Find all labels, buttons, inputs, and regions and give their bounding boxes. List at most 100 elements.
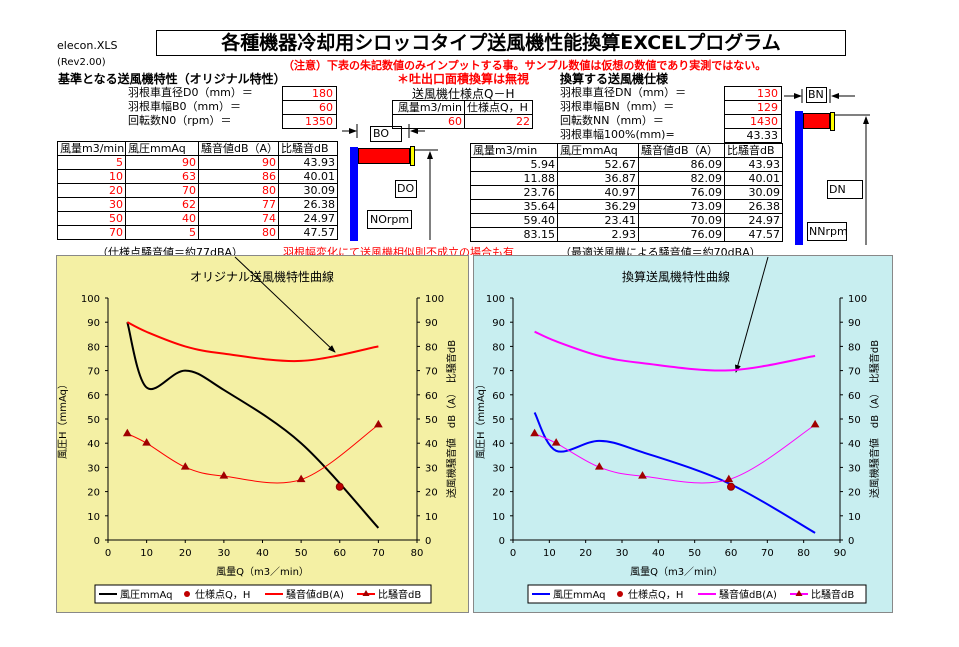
do-label: DO [395,180,417,198]
norpm-label: NOrpm [367,210,412,229]
x-tick-label: 0 [510,548,516,559]
param-label: 羽根車幅B0（mm）＝ [128,100,241,113]
table-cell[interactable]: 70 [57,225,126,240]
series-line-3 [534,424,816,484]
series-line-0 [126,321,380,529]
param-label: 羽根車幅100%(mm)= [560,128,675,141]
y2-tick-label: 50 [425,415,438,426]
nnrpm-label: NNrpm [807,222,848,241]
param-label: 回転数N0（rpm）＝ [128,114,232,127]
y2-tick-label: 10 [848,512,861,523]
y-tick-label: 100 [81,294,100,305]
table-cell: 47.57 [724,227,783,242]
param-label: 回転数NN（mm）＝ [560,114,664,127]
param-label: 羽根車直径DN（mm）＝ [560,86,687,99]
y2-tick-label: 90 [848,318,861,329]
x-tick-label: 30 [218,548,231,559]
callout-arrow-converted [734,256,769,373]
y2-tick-label: 80 [848,342,861,353]
x-axis-label: 風量Q（m3／min） [630,566,723,578]
fan-backplate-original [350,147,358,241]
legend-label: 騒音値dB(A) [286,588,344,601]
y-axis-label: 風圧H（mmAq） [57,379,69,459]
spec-point-marker [335,482,344,491]
x-tick-label: 60 [725,548,738,559]
series-line-0 [533,412,816,534]
x-tick-label: 10 [543,548,556,559]
y-axis-label: 風圧H（mmAq） [475,379,487,459]
y2-tick-label: 40 [848,439,861,450]
y-tick-label: 30 [87,463,100,474]
legend-marker [184,591,190,597]
y-tick-label: 60 [492,391,505,402]
x-tick-label: 50 [688,548,701,559]
x-tick-label: 80 [797,548,810,559]
triangle-marker [142,438,151,446]
y-tick-label: 90 [87,318,100,329]
y2-tick-label: 40 [425,439,438,450]
converted-heading: 換算する送風機仕様 [560,72,669,86]
legend-marker [362,590,370,596]
legend [527,584,867,604]
legend-label: 仕様点Q，H [628,588,683,601]
table-row: 70 5 80 47.57 [57,225,338,240]
y-tick-label: 70 [87,367,100,378]
y-tick-label: 10 [87,512,100,523]
revision: (Rev2.00) [57,57,106,68]
input-note: （注意）下表の朱記数値のみインプットする事。サンプル数値は仮想の数値であり実測で… [283,59,767,72]
y2-tick-label: 90 [425,318,438,329]
table-row: 50 40 74 24.97 [57,211,338,226]
triangle-marker [180,462,190,470]
x-tick-label: 70 [761,548,774,559]
series-line-3 [127,424,379,484]
file-label: elecon.XLS [57,39,118,52]
triangle-marker [638,471,647,479]
col-header: 比騒音dB [724,143,783,158]
dimension-arrows [234,89,870,373]
y2-tick-label: 0 [425,536,431,547]
triangle-marker [551,438,561,446]
table-cell[interactable]: 80 [198,225,279,240]
y2-tick-label: 60 [848,391,861,402]
converted-data-table: 風量m3/min 風圧mmAq 騒音値dB（A） 比騒音dB 5.94 52.67 86.… [470,143,783,242]
triangle-marker [219,471,229,479]
legend [94,584,432,604]
triangle-marker [296,474,306,483]
legend-label: 風圧mmAq [553,589,606,601]
page-title: 各種機器冷却用シロッコタイプ送風機性能換算EXCELプログラム [156,30,846,56]
x-tick-label: 10 [140,548,153,559]
table-cell: 76.09 [638,227,725,242]
y-tick-label: 40 [87,439,100,450]
y-tick-label: 80 [87,342,100,353]
table-row: 20 70 80 30.09 [57,183,338,198]
original-heading: 基準となる送風機特性（オリジナル特性） [58,72,286,86]
bo-label: BO [370,126,402,142]
x-tick-label: 80 [411,548,424,559]
bn-100-value: 43.33 [724,128,782,143]
table-row: 23.76 40.97 76.09 30.09 [470,185,783,200]
table-row: 10 63 86 40.01 [57,169,338,184]
y-tick-label: 20 [492,488,505,499]
y-tick-label: 20 [87,488,100,499]
x-tick-label: 40 [256,548,269,559]
fan-blade-converted [803,113,830,129]
y-tick-label: 30 [492,463,505,474]
x-axis-label: 風量Q（m3／min） [216,566,309,578]
x-tick-label: 90 [834,548,847,559]
y2-tick-label: 0 [848,536,854,547]
y2-tick-label: 20 [425,488,438,499]
legend-label: 風圧mmAq [120,589,173,601]
y-tick-label: 90 [492,318,505,329]
callout-arrow-original [234,256,336,353]
legend-marker [795,590,803,596]
table-cell: 47.57 [278,225,338,240]
spec-h-input[interactable]: 22 [464,114,533,129]
y2-tick-label: 30 [848,463,861,474]
y2-tick-label: 10 [425,512,438,523]
y2-tick-label: 100 [848,294,867,305]
fan-ring-converted [830,112,835,131]
n0-input[interactable]: 1350 [282,114,337,129]
table-row: 83.15 2.93 76.09 47.57 [470,227,783,242]
